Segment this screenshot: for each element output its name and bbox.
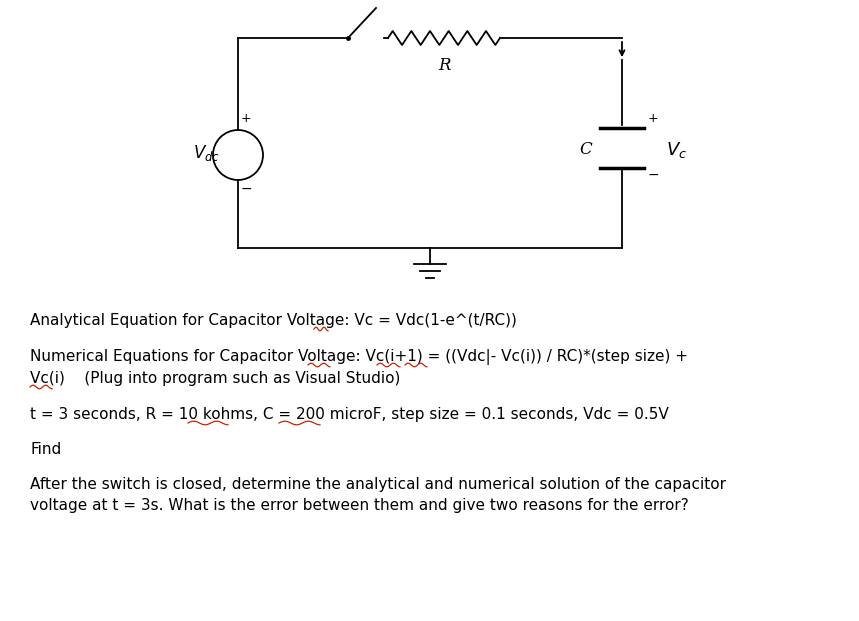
Text: +: + [241, 112, 252, 125]
Text: +: + [648, 112, 658, 124]
Text: Vc(i)    (Plug into program such as Visual Studio): Vc(i) (Plug into program such as Visual … [30, 371, 400, 386]
Text: R: R [438, 58, 450, 75]
Text: Find: Find [30, 442, 61, 457]
Text: −: − [241, 182, 252, 196]
Text: t = 3 seconds, R = 10 kohms, C = 200 microF, step size = 0.1 seconds, Vdc = 0.5V: t = 3 seconds, R = 10 kohms, C = 200 mic… [30, 407, 669, 422]
Text: voltage at t = 3s. What is the error between them and give two reasons for the e: voltage at t = 3s. What is the error bet… [30, 498, 689, 513]
Text: Numerical Equations for Capacitor Voltage: Vc(i+1) = ((Vdc|- Vc(i)) / RC)*(step : Numerical Equations for Capacitor Voltag… [30, 349, 688, 365]
Text: $V_{dc}$: $V_{dc}$ [192, 143, 220, 163]
Text: Analytical Equation for Capacitor Voltage: Vc = Vdc(1-e^(t/RC)): Analytical Equation for Capacitor Voltag… [30, 313, 517, 328]
Text: −: − [647, 168, 659, 182]
Text: After the switch is closed, determine the analytical and numerical solution of t: After the switch is closed, determine th… [30, 477, 726, 492]
Text: $V_c$: $V_c$ [666, 140, 687, 160]
Text: C: C [580, 142, 593, 158]
